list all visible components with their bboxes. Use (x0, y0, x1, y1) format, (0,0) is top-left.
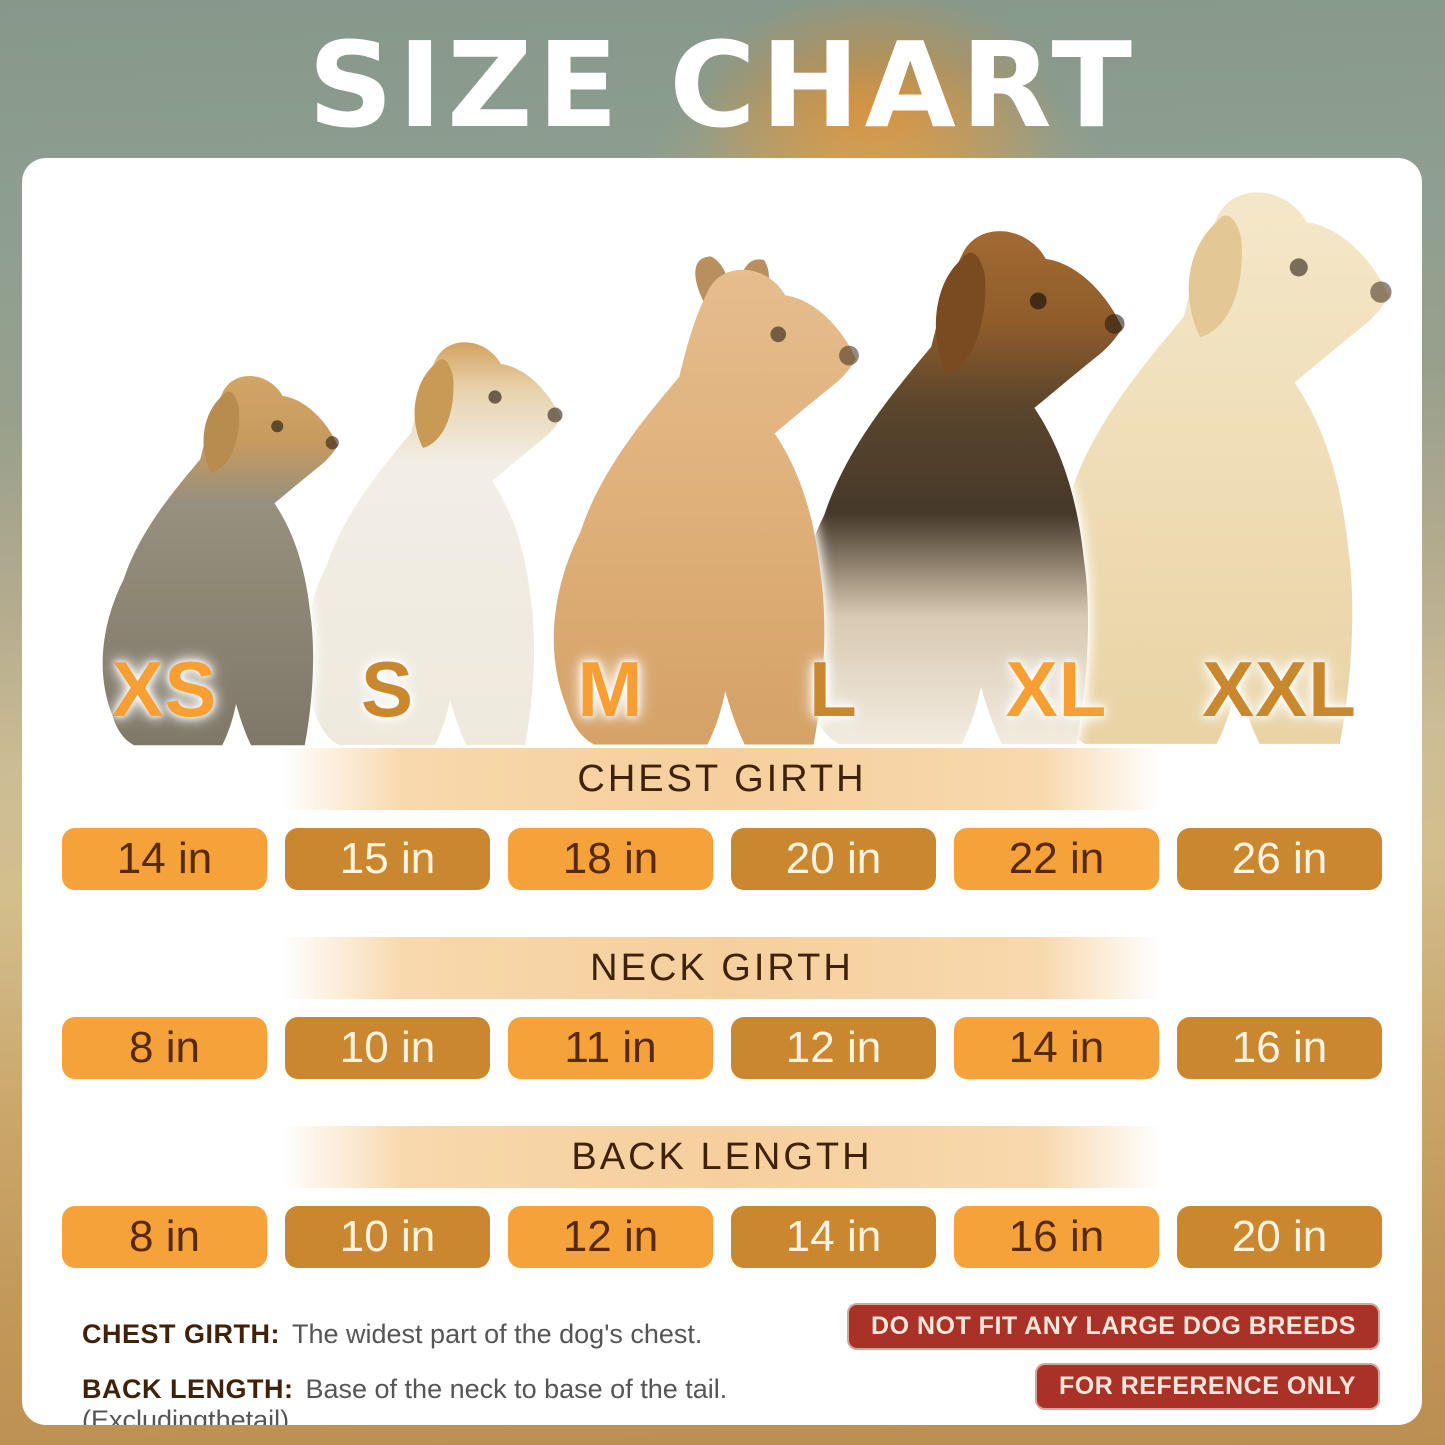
chest-girth-note-text: The widest part of the dog's chest. (292, 1319, 703, 1349)
size-label-xxl: XXL (1202, 645, 1357, 733)
french-bulldog-illustration (553, 256, 859, 745)
neck-girth-xl: 14 in (954, 1017, 1159, 1079)
chest-girth-m: 18 in (508, 828, 713, 890)
chest-girth-xs: 14 in (62, 828, 267, 890)
labrador-illustration (1037, 192, 1392, 744)
footer: CHEST GIRTH: The widest part of the dog's… (62, 1303, 1380, 1425)
chest-girth-row: 14 in 15 in 18 in 20 in 22 in 26 in (22, 828, 1422, 890)
measurement-notes: CHEST GIRTH: The widest part of the dog's… (62, 1303, 847, 1425)
chest-girth-xxl: 26 in (1177, 828, 1382, 890)
chest-girth-note: CHEST GIRTH: The widest part of the dog's… (82, 1319, 847, 1350)
measurements-table: CHEST GIRTH 14 in 15 in 18 in 20 in 22 i… (22, 748, 1422, 1268)
neck-girth-header: NECK GIRTH (282, 937, 1162, 999)
size-label-m: M (577, 645, 644, 733)
beagle-illustration (795, 231, 1125, 745)
neck-girth-l: 12 in (731, 1017, 936, 1079)
back-length-xl: 16 in (954, 1206, 1159, 1268)
back-length-note: BACK LENGTH: Base of the neck to base of … (82, 1374, 847, 1425)
back-length-note-label: BACK LENGTH: (82, 1374, 294, 1404)
back-length-xs: 8 in (62, 1206, 267, 1268)
size-label-l: L (809, 645, 858, 733)
chest-girth-header: CHEST GIRTH (282, 748, 1162, 810)
back-length-m: 12 in (508, 1206, 713, 1268)
chest-girth-note-label: CHEST GIRTH: (82, 1319, 280, 1349)
neck-girth-xxl: 16 in (1177, 1017, 1382, 1079)
size-labels-row: XS S M L XL XXL (62, 644, 1382, 735)
back-length-row: 8 in 10 in 12 in 14 in 16 in 20 in (22, 1206, 1422, 1268)
back-length-xxl: 20 in (1177, 1206, 1382, 1268)
neck-girth-m: 11 in (508, 1017, 713, 1079)
back-length-s: 10 in (285, 1206, 490, 1268)
reference-only-badge: FOR REFERENCE ONLY (1034, 1363, 1380, 1410)
no-large-breeds-badge: DO NOT FIT ANY LARGE DOG BREEDS (847, 1303, 1380, 1350)
neck-girth-row: 8 in 10 in 11 in 12 in 14 in 16 in (22, 1017, 1422, 1079)
back-length-l: 14 in (731, 1206, 936, 1268)
neck-girth-s: 10 in (285, 1017, 490, 1079)
dog-lineup (22, 158, 1422, 1425)
page-title: SIZE CHART (308, 16, 1137, 154)
size-chart-card: XS S M L XL XXL CHEST GIRTH 14 in 15 in … (22, 158, 1422, 1425)
back-length-note-text: Base of the neck to base of the tail.(Ex… (82, 1374, 728, 1425)
size-label-s: S (360, 645, 415, 733)
chest-girth-l: 20 in (731, 828, 936, 890)
chest-girth-s: 15 in (285, 828, 490, 890)
size-label-xs: XS (111, 645, 218, 733)
size-label-xl: XL (1005, 645, 1108, 733)
yorkshire-terrier-illustration (102, 376, 339, 746)
chest-girth-xl: 22 in (954, 828, 1159, 890)
warning-badges: DO NOT FIT ANY LARGE DOG BREEDS FOR REFE… (847, 1303, 1380, 1410)
neck-girth-xs: 8 in (62, 1017, 267, 1079)
jack-russell-illustration (304, 342, 563, 745)
back-length-header: BACK LENGTH (282, 1126, 1162, 1188)
